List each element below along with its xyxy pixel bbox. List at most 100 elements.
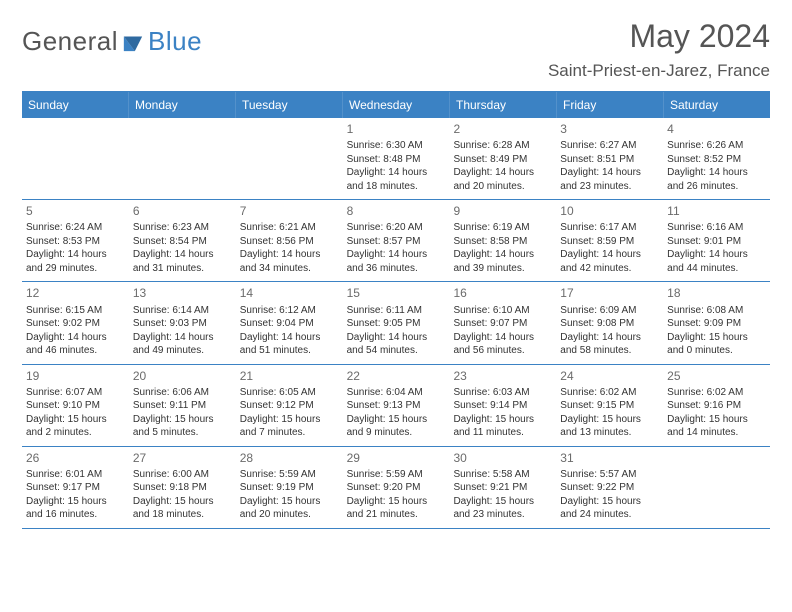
sunset-text: Sunset: 8:56 PM [240, 235, 339, 249]
sunset-text: Sunset: 8:48 PM [347, 153, 446, 167]
day-number: 14 [240, 285, 339, 301]
daylight2-text: and 16 minutes. [26, 508, 125, 522]
daylight1-text: Daylight: 15 hours [26, 495, 125, 509]
day-header: Wednesday [343, 92, 450, 118]
sunrise-text: Sunrise: 6:12 AM [240, 304, 339, 318]
daylight1-text: Daylight: 14 hours [347, 248, 446, 262]
daylight2-text: and 20 minutes. [453, 180, 552, 194]
day-cell: 22Sunrise: 6:04 AMSunset: 9:13 PMDayligh… [343, 365, 450, 446]
sunrise-text: Sunrise: 6:02 AM [560, 386, 659, 400]
day-cell: 25Sunrise: 6:02 AMSunset: 9:16 PMDayligh… [663, 365, 770, 446]
daylight1-text: Daylight: 15 hours [347, 413, 446, 427]
daylight2-text: and 5 minutes. [133, 426, 232, 440]
day-cell: 8Sunrise: 6:20 AMSunset: 8:57 PMDaylight… [343, 200, 450, 281]
logo: General Blue [22, 26, 202, 57]
sunrise-text: Sunrise: 6:30 AM [347, 139, 446, 153]
daylight1-text: Daylight: 15 hours [667, 331, 766, 345]
sunset-text: Sunset: 8:53 PM [26, 235, 125, 249]
sunset-text: Sunset: 9:19 PM [240, 481, 339, 495]
sunrise-text: Sunrise: 6:17 AM [560, 221, 659, 235]
logo-text-general: General [22, 26, 118, 57]
day-cell: 15Sunrise: 6:11 AMSunset: 9:05 PMDayligh… [343, 282, 450, 363]
daylight2-text: and 42 minutes. [560, 262, 659, 276]
daylight1-text: Daylight: 14 hours [453, 248, 552, 262]
sunset-text: Sunset: 8:49 PM [453, 153, 552, 167]
sunset-text: Sunset: 8:58 PM [453, 235, 552, 249]
day-cell: 26Sunrise: 6:01 AMSunset: 9:17 PMDayligh… [22, 447, 129, 528]
daylight1-text: Daylight: 15 hours [133, 495, 232, 509]
daylight2-text: and 54 minutes. [347, 344, 446, 358]
sunrise-text: Sunrise: 6:00 AM [133, 468, 232, 482]
week-row: 26Sunrise: 6:01 AMSunset: 9:17 PMDayligh… [22, 447, 770, 529]
sunrise-text: Sunrise: 6:28 AM [453, 139, 552, 153]
week-row: 5Sunrise: 6:24 AMSunset: 8:53 PMDaylight… [22, 200, 770, 282]
sunrise-text: Sunrise: 6:05 AM [240, 386, 339, 400]
day-number: 22 [347, 368, 446, 384]
daylight2-text: and 9 minutes. [347, 426, 446, 440]
daylight2-text: and 20 minutes. [240, 508, 339, 522]
daylight2-text: and 0 minutes. [667, 344, 766, 358]
sunrise-text: Sunrise: 6:20 AM [347, 221, 446, 235]
daylight1-text: Daylight: 14 hours [347, 166, 446, 180]
daylight2-text: and 26 minutes. [667, 180, 766, 194]
sunset-text: Sunset: 8:54 PM [133, 235, 232, 249]
daylight2-text: and 56 minutes. [453, 344, 552, 358]
day-cell: 14Sunrise: 6:12 AMSunset: 9:04 PMDayligh… [236, 282, 343, 363]
sunset-text: Sunset: 8:57 PM [347, 235, 446, 249]
day-header-row: SundayMondayTuesdayWednesdayThursdayFrid… [22, 92, 770, 118]
day-number: 29 [347, 450, 446, 466]
day-number: 2 [453, 121, 552, 137]
sunrise-text: Sunrise: 5:59 AM [347, 468, 446, 482]
day-number: 28 [240, 450, 339, 466]
day-cell: 30Sunrise: 5:58 AMSunset: 9:21 PMDayligh… [449, 447, 556, 528]
sunset-text: Sunset: 9:09 PM [667, 317, 766, 331]
day-number: 16 [453, 285, 552, 301]
day-number: 1 [347, 121, 446, 137]
sunset-text: Sunset: 9:20 PM [347, 481, 446, 495]
daylight2-text: and 11 minutes. [453, 426, 552, 440]
sunset-text: Sunset: 9:08 PM [560, 317, 659, 331]
daylight1-text: Daylight: 14 hours [453, 166, 552, 180]
sunrise-text: Sunrise: 5:58 AM [453, 468, 552, 482]
day-number: 6 [133, 203, 232, 219]
day-cell: 20Sunrise: 6:06 AMSunset: 9:11 PMDayligh… [129, 365, 236, 446]
sunset-text: Sunset: 9:14 PM [453, 399, 552, 413]
daylight1-text: Daylight: 15 hours [240, 413, 339, 427]
daylight1-text: Daylight: 14 hours [453, 331, 552, 345]
day-number: 7 [240, 203, 339, 219]
daylight1-text: Daylight: 14 hours [133, 248, 232, 262]
sunrise-text: Sunrise: 6:08 AM [667, 304, 766, 318]
calendar-page: General Blue May 2024 Saint-Priest-en-Ja… [0, 0, 792, 612]
daylight1-text: Daylight: 14 hours [240, 248, 339, 262]
month-title: May 2024 [548, 18, 770, 55]
day-header: Thursday [450, 92, 557, 118]
day-header: Sunday [22, 92, 129, 118]
daylight1-text: Daylight: 15 hours [133, 413, 232, 427]
day-cell: 7 Sunrise: 6:21 AMSunset: 8:56 PMDaylight… [236, 200, 343, 281]
day-cell: 23Sunrise: 6:03 AMSunset: 9:14 PMDayligh… [449, 365, 556, 446]
daylight1-text: Daylight: 14 hours [667, 166, 766, 180]
sunset-text: Sunset: 9:17 PM [26, 481, 125, 495]
daylight1-text: Daylight: 14 hours [667, 248, 766, 262]
day-number: 17 [560, 285, 659, 301]
sunrise-text: Sunrise: 6:09 AM [560, 304, 659, 318]
sunrise-text: Sunrise: 5:59 AM [240, 468, 339, 482]
daylight2-text: and 21 minutes. [347, 508, 446, 522]
day-cell: 18Sunrise: 6:08 AMSunset: 9:09 PMDayligh… [663, 282, 770, 363]
day-number: 5 [26, 203, 125, 219]
day-number: 27 [133, 450, 232, 466]
day-cell: 16Sunrise: 6:10 AMSunset: 9:07 PMDayligh… [449, 282, 556, 363]
daylight2-text: and 24 minutes. [560, 508, 659, 522]
day-number: 20 [133, 368, 232, 384]
sunrise-text: Sunrise: 6:07 AM [26, 386, 125, 400]
day-number: 4 [667, 121, 766, 137]
daylight2-text: and 46 minutes. [26, 344, 125, 358]
sunrise-text: Sunrise: 6:06 AM [133, 386, 232, 400]
day-cell: 11Sunrise: 6:16 AMSunset: 9:01 PMDayligh… [663, 200, 770, 281]
day-cell: 9Sunrise: 6:19 AMSunset: 8:58 PMDaylight… [449, 200, 556, 281]
day-number: 24 [560, 368, 659, 384]
sunrise-text: Sunrise: 6:21 AM [240, 221, 339, 235]
sunset-text: Sunset: 9:03 PM [133, 317, 232, 331]
day-cell [22, 118, 129, 199]
sunset-text: Sunset: 9:18 PM [133, 481, 232, 495]
